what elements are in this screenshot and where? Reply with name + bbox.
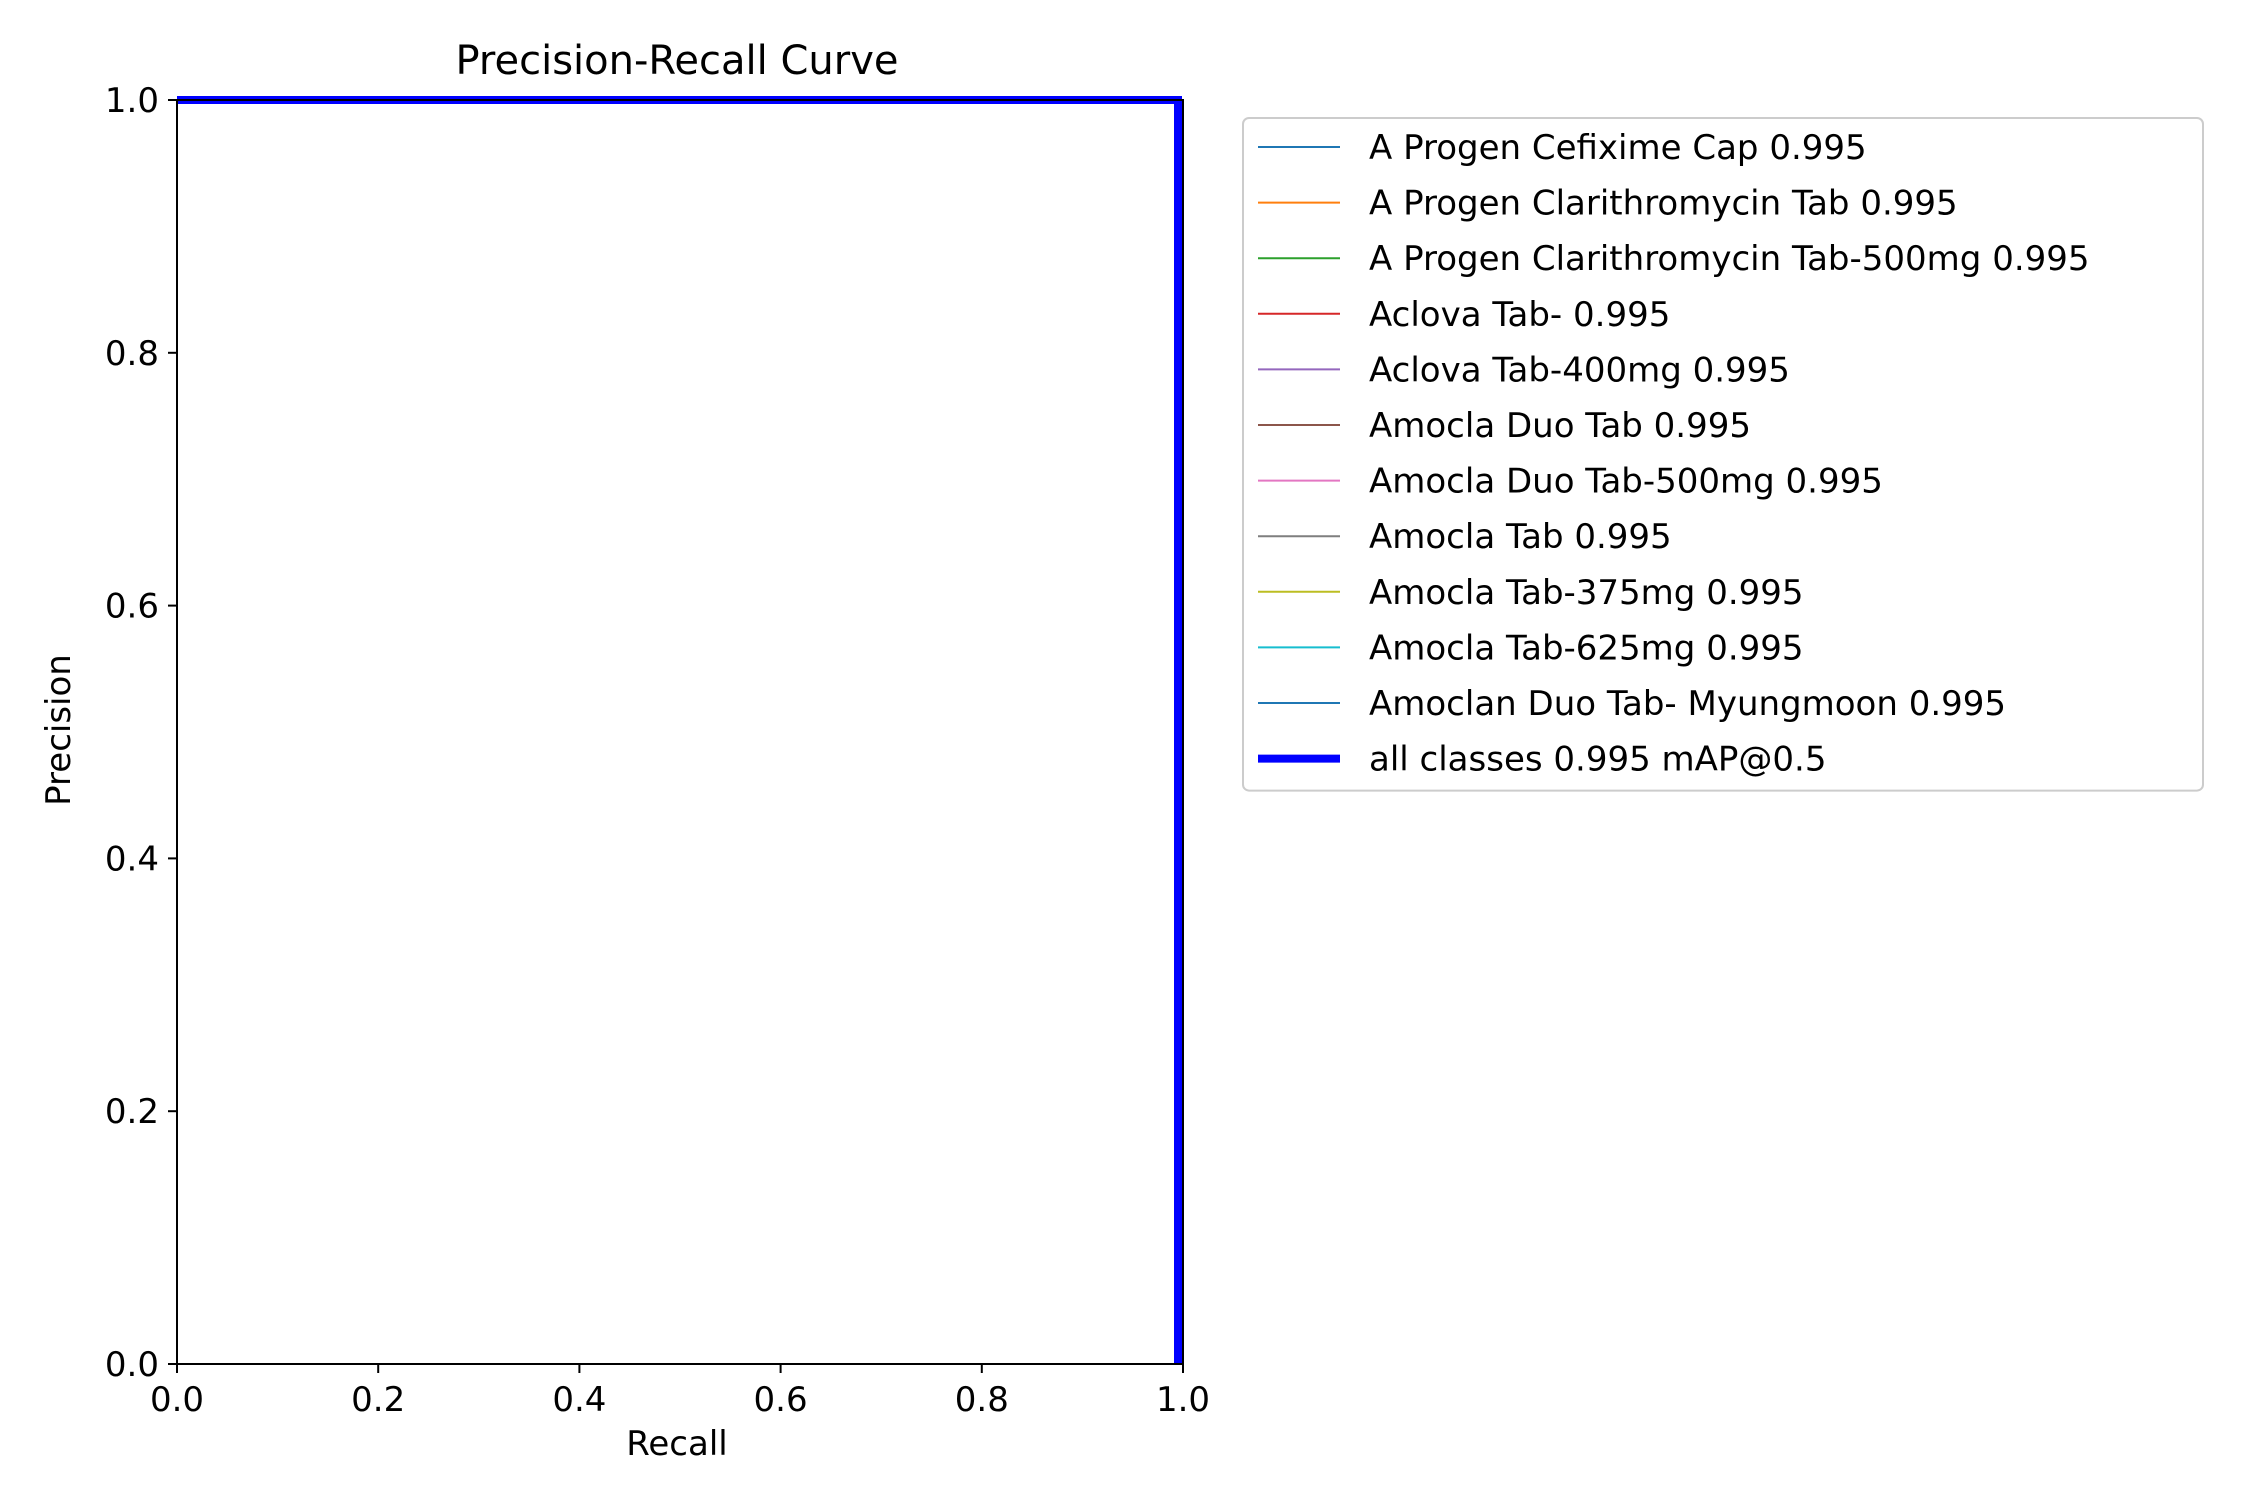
x-tick-label: 0.4 xyxy=(552,1380,606,1420)
x-tick-label: 1.0 xyxy=(1156,1380,1210,1420)
plot-frame xyxy=(176,99,1184,1365)
legend: A Progen Cefixime Cap 0.995 A Progen Clar… xyxy=(1242,117,2204,792)
y-tick-label: 0.6 xyxy=(105,587,159,627)
legend-entry-label: Amoclan Duo Tab- Myungmoon 0.995 xyxy=(1369,684,2006,724)
legend-entry-label: A Progen Clarithromycin Tab-500mg 0.995 xyxy=(1369,239,2090,279)
legend-entry-label: Amocla Tab 0.995 xyxy=(1369,517,1672,557)
x-tick-label: 0.2 xyxy=(351,1380,405,1420)
legend-entry-label: Aclova Tab-400mg 0.995 xyxy=(1369,350,1790,390)
x-axis-ticks: 0.0 0.2 0.4 0.6 0.8 1.0 xyxy=(150,1364,1210,1420)
legend-entry-label: A Progen Cefixime Cap 0.995 xyxy=(1369,128,1867,168)
legend-entry-label: Amocla Tab-375mg 0.995 xyxy=(1369,573,1804,613)
legend-entry-label: Aclova Tab- 0.995 xyxy=(1369,295,1670,335)
y-tick-label: 0.8 xyxy=(105,334,159,374)
y-tick-label: 0.2 xyxy=(105,1092,159,1132)
legend-frame xyxy=(1242,117,2204,792)
legend-entry-label: all classes 0.995 mAP@0.5 xyxy=(1369,740,1826,780)
legend-entry-label: A Progen Clarithromycin Tab 0.995 xyxy=(1369,184,1958,224)
y-axis-label: Precision xyxy=(39,654,79,806)
x-tick-label: 0.8 xyxy=(955,1380,1009,1420)
legend-entry-label: Amocla Tab-625mg 0.995 xyxy=(1369,628,1804,668)
legend-entry-label: Amocla Duo Tab-500mg 0.995 xyxy=(1369,462,1883,502)
y-axis-ticks: 0.0 0.2 0.4 0.6 0.8 1.0 xyxy=(105,81,177,1385)
legend-entry-label: Amocla Duo Tab 0.995 xyxy=(1369,406,1751,446)
y-tick-label: 0.0 xyxy=(105,1345,159,1385)
y-tick-label: 0.4 xyxy=(105,839,159,879)
x-axis-label: Recall xyxy=(626,1424,727,1464)
x-tick-label: 0.6 xyxy=(754,1380,808,1420)
x-tick-label: 0.0 xyxy=(150,1380,204,1420)
y-tick-label: 1.0 xyxy=(105,81,159,121)
chart-title: Precision-Recall Curve xyxy=(456,38,899,84)
